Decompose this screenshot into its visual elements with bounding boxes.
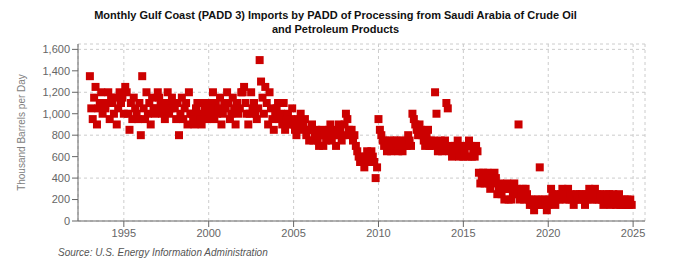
- svg-text:2005: 2005: [281, 227, 305, 239]
- svg-text:1,400: 1,400: [42, 65, 70, 77]
- html-text:and Petroleum Products: and Petroleum Products: [271, 23, 400, 35]
- svg-text:1,000: 1,000: [42, 108, 70, 120]
- svg-text:1,200: 1,200: [42, 86, 70, 98]
- svg-text:200: 200: [52, 193, 70, 205]
- svg-text:2020: 2020: [536, 227, 560, 239]
- svg-text:1,600: 1,600: [42, 43, 70, 55]
- svg-text:600: 600: [52, 151, 70, 163]
- svg-text:2025: 2025: [621, 227, 645, 239]
- svg-text:1995: 1995: [112, 227, 136, 239]
- svg-text:400: 400: [52, 172, 70, 184]
- html-text:Source: U.S. Energy Informatio: Source: U.S. Energy Information Administ…: [58, 247, 268, 258]
- svg-text:2010: 2010: [366, 227, 390, 239]
- svg-text:Thousand Barrels per Day: Thousand Barrels per Day: [16, 74, 27, 191]
- html-text:Monthly Gulf Coast (PADD 3) Im: Monthly Gulf Coast (PADD 3) Imports by P…: [94, 9, 577, 21]
- svg-text:2015: 2015: [451, 227, 475, 239]
- svg-text:2000: 2000: [196, 227, 220, 239]
- svg-text:800: 800: [52, 129, 70, 141]
- svg-text:0: 0: [64, 215, 70, 227]
